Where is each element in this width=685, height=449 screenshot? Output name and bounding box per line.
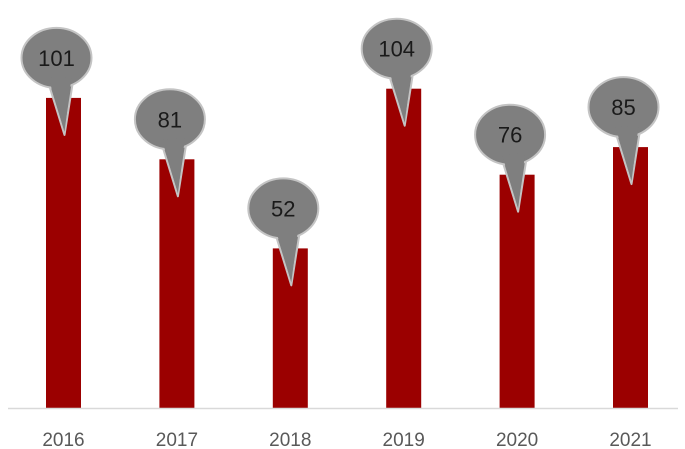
callout-seam-2017 bbox=[161, 138, 185, 194]
x-tick-label-2017: 2017 bbox=[156, 430, 198, 449]
data-label-callout-2021: 85 bbox=[587, 76, 660, 186]
data-label-callout-2016: 101 bbox=[20, 26, 93, 136]
data-label-2017: 81 bbox=[158, 107, 182, 132]
x-tick-label-2016: 2016 bbox=[42, 430, 84, 449]
callout-seam-2020 bbox=[502, 153, 526, 209]
data-labels-group: 101 81 52 104 76 85 bbox=[20, 17, 660, 287]
x-tick-label-2021: 2021 bbox=[609, 430, 651, 449]
data-label-callout-2017: 81 bbox=[133, 88, 206, 198]
data-label-callout-2020: 76 bbox=[474, 103, 547, 213]
data-label-2021: 85 bbox=[611, 95, 635, 120]
data-label-2018: 52 bbox=[271, 196, 295, 221]
callout-seam-2016 bbox=[48, 76, 72, 132]
bar-2017 bbox=[159, 159, 195, 408]
x-tick-label-2020: 2020 bbox=[496, 430, 538, 449]
callout-seam-2021 bbox=[615, 126, 639, 182]
callout-seam-2019 bbox=[388, 67, 412, 123]
data-label-callout-2019: 104 bbox=[360, 17, 433, 127]
data-label-2016: 101 bbox=[38, 46, 75, 71]
bars-group bbox=[46, 88, 648, 409]
data-label-callout-2018: 52 bbox=[247, 177, 320, 287]
data-label-2019: 104 bbox=[378, 37, 415, 62]
x-tick-label-2018: 2018 bbox=[269, 430, 311, 449]
bar-2021 bbox=[613, 147, 648, 408]
x-tick-label-2019: 2019 bbox=[383, 430, 425, 449]
callout-seam-2018 bbox=[275, 227, 299, 283]
bar-2020 bbox=[499, 174, 535, 408]
bar-2016 bbox=[46, 97, 81, 409]
data-label-2020: 76 bbox=[498, 123, 522, 148]
bar-2019 bbox=[386, 88, 422, 408]
x-tick-labels-group: 2016 2017 2018 2019 2020 2021 bbox=[42, 430, 651, 449]
